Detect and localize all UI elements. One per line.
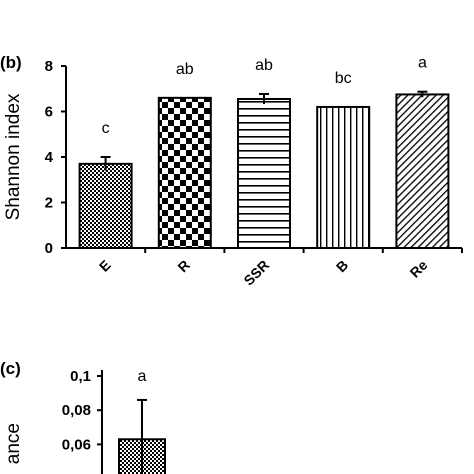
- bar-ssr: [237, 97, 291, 249]
- y-axis-label: Shannon index: [3, 93, 24, 220]
- panel-c: (c) ance 0,06 0,08 0,1 a: [0, 359, 166, 474]
- y-tick-label: 0,1: [70, 368, 91, 385]
- y-axis-label: ance: [3, 423, 24, 464]
- significance-label: ab: [176, 61, 194, 78]
- category-label: R: [174, 257, 192, 275]
- y-tick-label: 2: [45, 195, 53, 212]
- y-tick-label: 6: [45, 104, 53, 121]
- significance-label: a: [418, 55, 427, 72]
- y-tick-label: 4: [45, 149, 54, 166]
- bar-r: [157, 96, 212, 249]
- y-tick-label: 0,06: [62, 436, 91, 453]
- category-label: SSR: [240, 257, 272, 289]
- panel-label: (c): [0, 359, 21, 378]
- category-label: E: [96, 257, 114, 275]
- panel-label: (b): [0, 53, 22, 72]
- y-tick-label: 8: [45, 58, 53, 75]
- category-label: Re: [407, 257, 431, 281]
- y-tick-label: 0,08: [62, 402, 91, 419]
- significance-label: c: [102, 120, 110, 137]
- significance-label: ab: [255, 57, 273, 74]
- significance-label: bc: [335, 70, 352, 87]
- bar-b: [316, 105, 371, 249]
- category-label: B: [333, 257, 351, 275]
- bar-re: [395, 93, 450, 249]
- panel-b: (b) Shannon index 0 2 4 6 8 c Eab Rab SSR bc Ba Re: [0, 53, 463, 289]
- bar-e: [78, 162, 133, 249]
- y-tick-label: 0: [45, 240, 53, 257]
- significance-label: a: [138, 368, 147, 385]
